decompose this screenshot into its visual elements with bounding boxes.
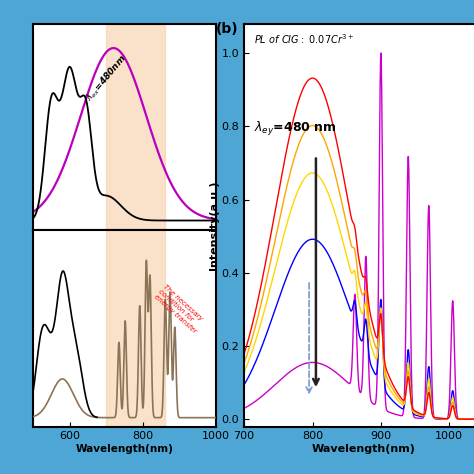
Bar [106, 230, 164, 427]
Text: $\lambda_{ey}$=480 nm: $\lambda_{ey}$=480 nm [254, 120, 337, 138]
Text: $\lambda_{ex}$=480nm: $\lambda_{ex}$=480nm [83, 53, 130, 104]
X-axis label: Wavelength(nm): Wavelength(nm) [75, 444, 173, 454]
Bar [106, 24, 164, 230]
Text: The necessary
condition for
energy transfer: The necessary condition for energy trans… [153, 283, 207, 335]
Text: (b): (b) [216, 22, 238, 36]
X-axis label: Wavelength(nm): Wavelength(nm) [312, 444, 416, 454]
Text: $\mathit{PL\ of\ CIG:\ 0.07Cr^{3+}}$: $\mathit{PL\ of\ CIG:\ 0.07Cr^{3+}}$ [254, 32, 354, 46]
Y-axis label: Intensity(a.u.): Intensity(a.u.) [209, 181, 219, 270]
